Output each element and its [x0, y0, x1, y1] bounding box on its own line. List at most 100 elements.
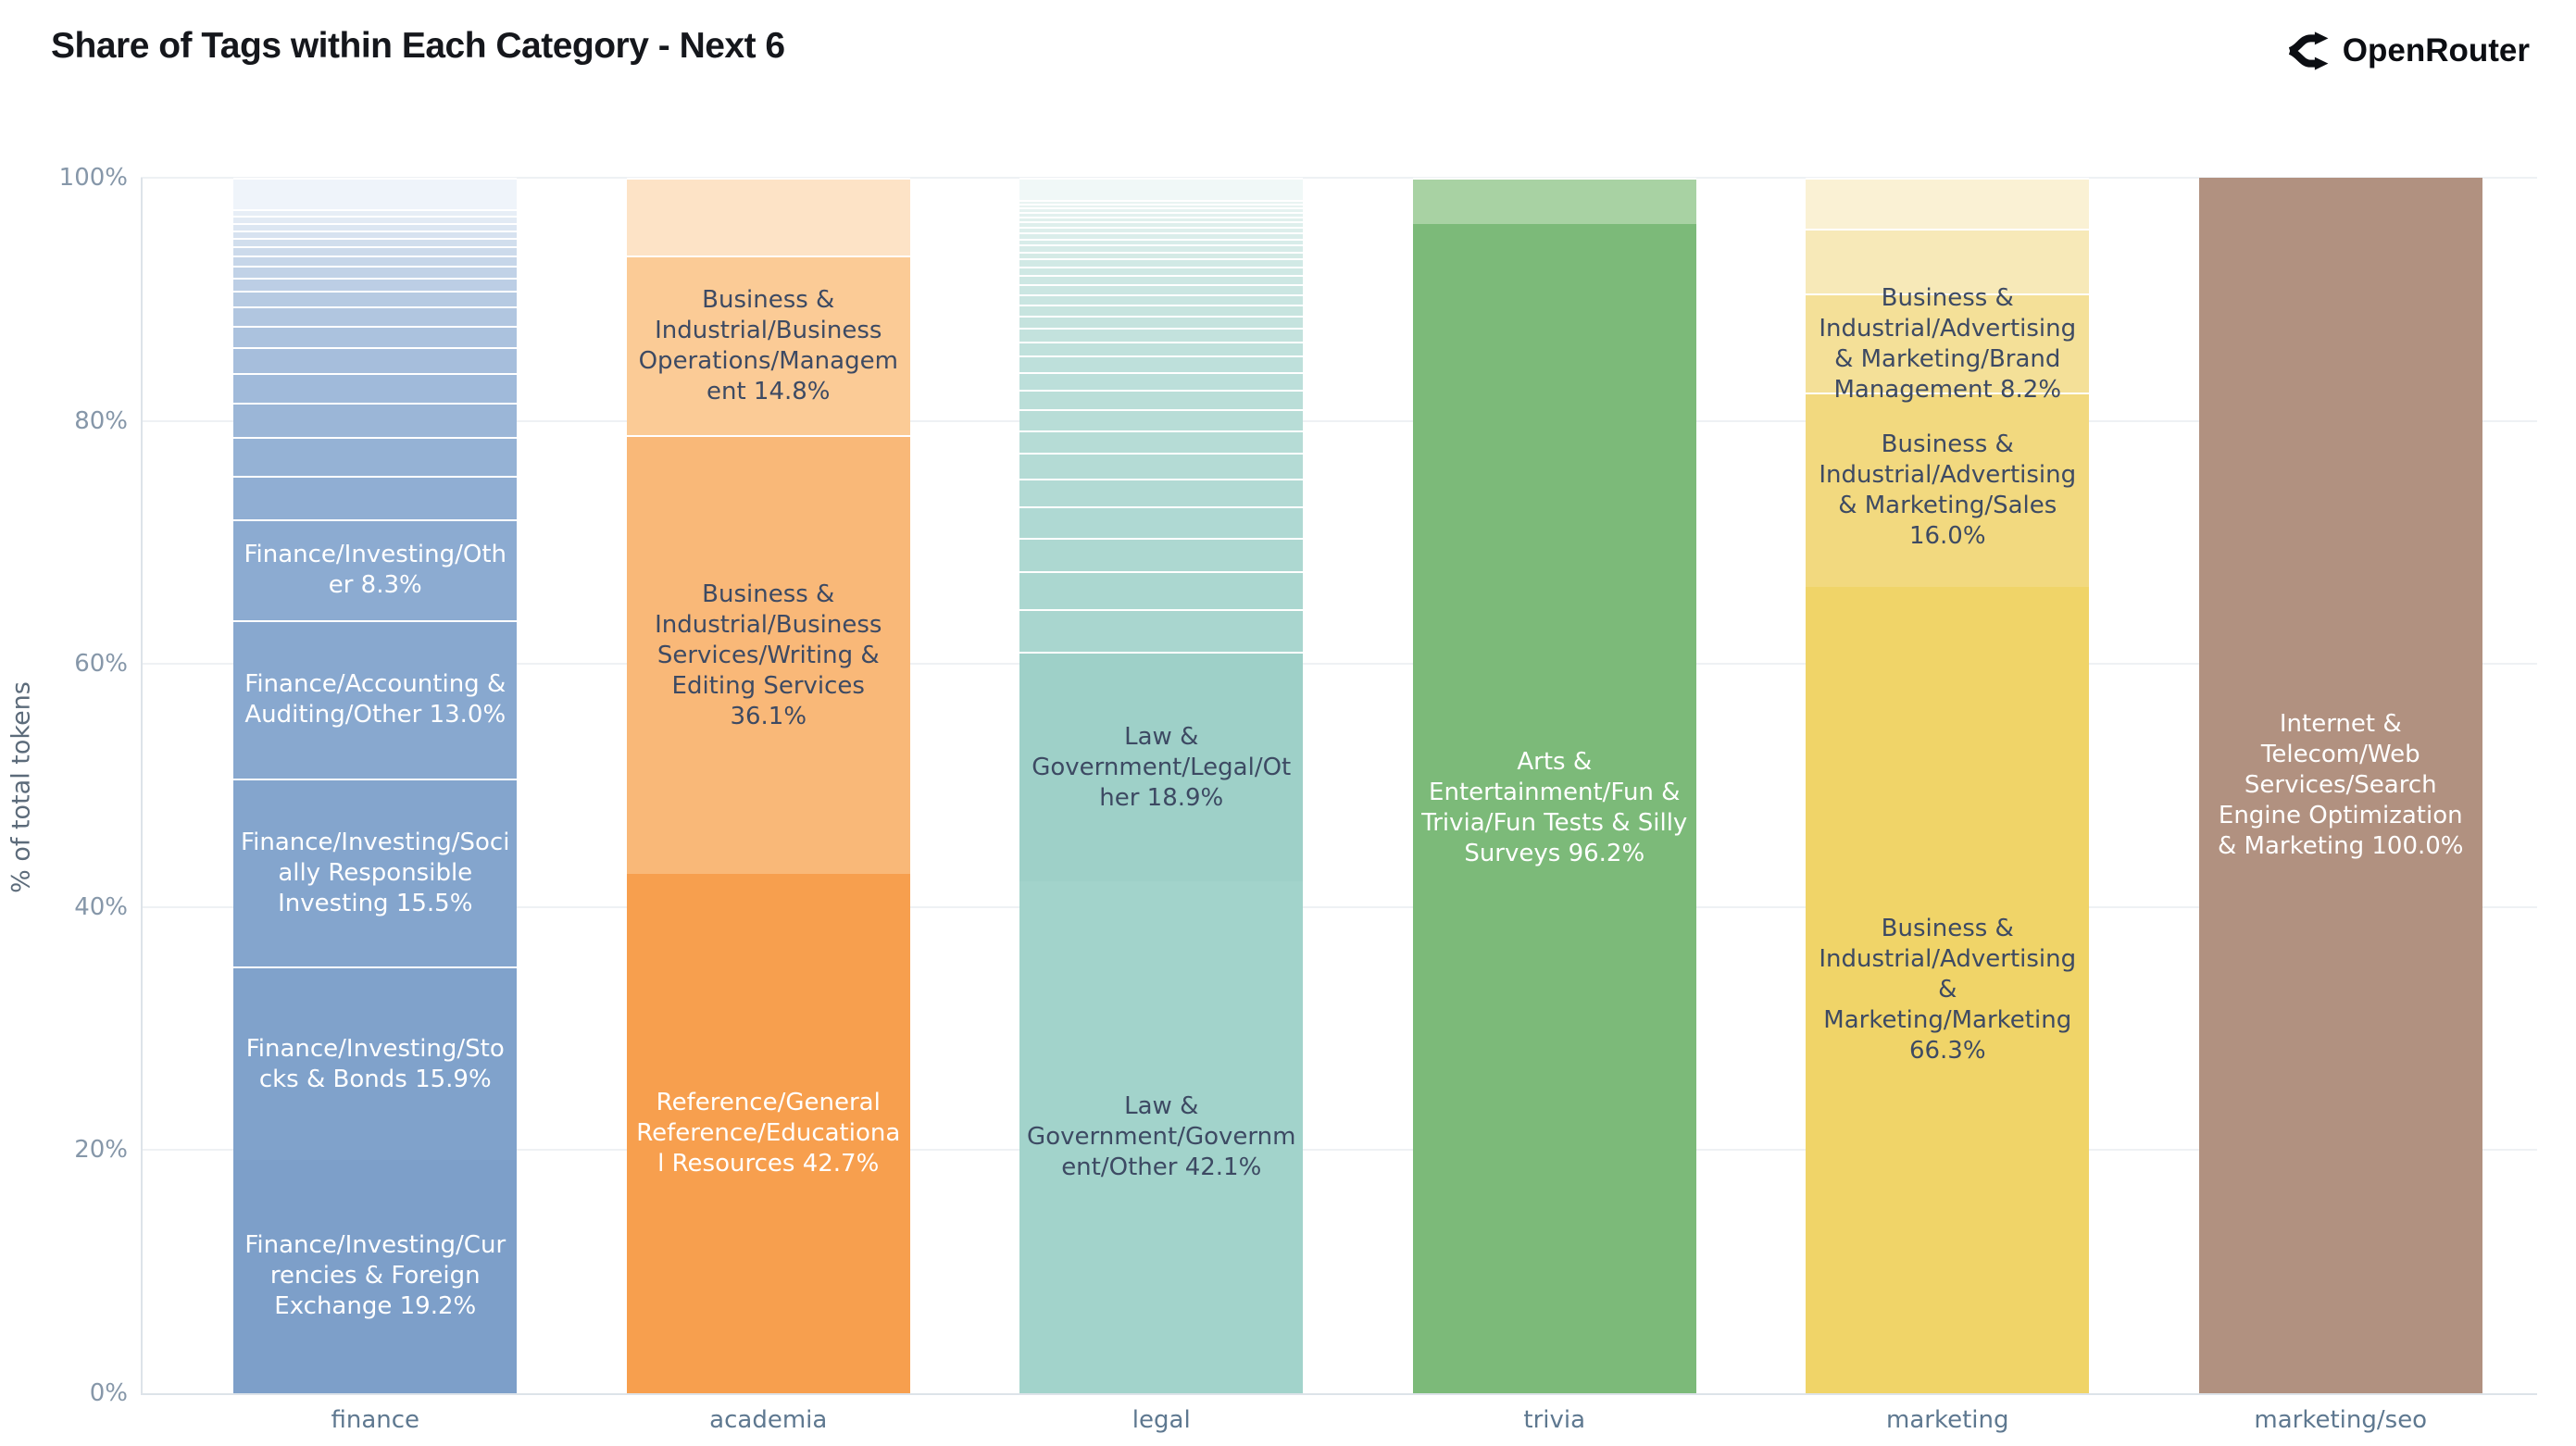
bar-segment[interactable]	[1019, 430, 1304, 454]
y-tick-label: 60%	[74, 650, 128, 679]
bar-segment[interactable]	[1019, 178, 1304, 200]
bar-segment[interactable]	[233, 222, 518, 231]
segment-label: Internet & Telecom/Web Services/Search E…	[2217, 710, 2464, 860]
bar-segment[interactable]	[1019, 293, 1304, 305]
bar-segment[interactable]	[1019, 221, 1304, 228]
bar-marketing/seo[interactable]: Internet & Telecom/Web Services/Search E…	[2198, 178, 2482, 1393]
bar-segment[interactable]	[233, 209, 518, 217]
bar-segment[interactable]	[1019, 232, 1304, 239]
bar-segment[interactable]: Finance/Investing/Socially Responsible I…	[233, 778, 518, 967]
bar-segment[interactable]: Business & Industrial/Advertising & Mark…	[1806, 393, 2090, 588]
bar-marketing[interactable]: Business & Industrial/Advertising & Mark…	[1806, 178, 2090, 1393]
bar-segment[interactable]	[1019, 211, 1304, 218]
bar-segment[interactable]	[233, 246, 518, 256]
gridline	[141, 419, 2537, 422]
bar-segment[interactable]	[233, 475, 518, 519]
gridline	[141, 905, 2537, 908]
bar-segment[interactable]	[233, 256, 518, 267]
segment-label: Arts & Entertainment/Fun & Trivia/Fun Te…	[1421, 748, 1688, 868]
bar-segment[interactable]	[233, 347, 518, 373]
bar-segment[interactable]	[1806, 229, 2090, 293]
bar-segment[interactable]	[1019, 316, 1304, 329]
x-tick-label-finance: finance	[331, 1406, 420, 1434]
bar-segment[interactable]: Finance/Investing/Stocks & Bonds 15.9%	[233, 966, 518, 1160]
gridline	[141, 663, 2537, 666]
bar-segment[interactable]: Finance/Accounting & Auditing/Other 13.0…	[233, 619, 518, 779]
bar-segment[interactable]	[233, 436, 518, 476]
x-tick-label-legal: legal	[1132, 1406, 1191, 1434]
brand-name: OpenRouter	[2342, 32, 2530, 69]
segment-label: Finance/Investing/Stocks & Bonds 15.9%	[245, 1034, 505, 1093]
bar-segment[interactable]	[233, 306, 518, 326]
bar-segment[interactable]	[1019, 267, 1304, 276]
x-axis-line	[141, 1393, 2537, 1395]
bar-segment[interactable]	[233, 238, 518, 247]
bar-segment[interactable]	[233, 216, 518, 223]
bar-segment[interactable]: Business & Industrial/Advertising & Mark…	[1806, 587, 2090, 1393]
bar-segment[interactable]	[626, 178, 910, 256]
segment-label: Law & Government/Legal/Other 18.9%	[1032, 722, 1292, 812]
bar-segment[interactable]	[1019, 238, 1304, 245]
bar-segment[interactable]	[1019, 389, 1304, 409]
bar-segment[interactable]	[233, 266, 518, 278]
y-tick-label: 20%	[74, 1136, 128, 1165]
bar-segment[interactable]: Internet & Telecom/Web Services/Search E…	[2198, 178, 2482, 1393]
bar-segment[interactable]: Reference/General Reference/Educational …	[626, 874, 910, 1393]
bar-segment[interactable]	[1019, 571, 1304, 610]
bar-segment[interactable]	[1019, 227, 1304, 233]
bar-segment[interactable]	[1019, 251, 1304, 259]
bar-segment[interactable]: Business & Industrial/Business Services/…	[626, 435, 910, 875]
bar-segment[interactable]	[1019, 341, 1304, 356]
bar-segment[interactable]	[1019, 355, 1304, 372]
gridline	[141, 1149, 2537, 1152]
bar-academia[interactable]: Reference/General Reference/Educational …	[626, 178, 910, 1393]
bar-segment[interactable]	[1019, 207, 1304, 212]
x-tick-label-trivia: trivia	[1523, 1406, 1586, 1434]
bar-segment[interactable]: Law & Government/Government/Other 42.1%	[1019, 881, 1304, 1393]
bar-segment[interactable]	[1019, 453, 1304, 480]
y-tick-label: 0%	[89, 1379, 128, 1407]
bar-finance[interactable]: Finance/Investing/Currencies & Foreign E…	[233, 178, 518, 1393]
bar-segment[interactable]	[1019, 537, 1304, 572]
x-tick-label-academia: academia	[709, 1406, 828, 1434]
bar-segment[interactable]	[233, 291, 518, 307]
segment-label: Finance/Investing/Other 8.3%	[244, 541, 507, 600]
bar-segment[interactable]: Business & Industrial/Business Operation…	[626, 256, 910, 436]
bar-segment[interactable]	[1019, 203, 1304, 208]
bar-segment[interactable]	[1019, 244, 1304, 252]
bar-segment[interactable]	[1019, 304, 1304, 317]
bar-segment[interactable]	[233, 402, 518, 437]
bar-segment[interactable]	[1019, 609, 1304, 653]
segment-label: Business & Industrial/Advertising & Mark…	[1819, 915, 2077, 1066]
y-tick-label: 40%	[74, 892, 128, 921]
bar-segment[interactable]	[1019, 217, 1304, 222]
segment-label: Business & Industrial/Business Services/…	[655, 580, 882, 730]
bar-segment[interactable]	[1019, 284, 1304, 294]
bar-segment[interactable]	[1019, 506, 1304, 538]
bar-segment[interactable]	[1806, 178, 2090, 230]
bar-segment[interactable]: Finance/Investing/Other 8.3%	[233, 518, 518, 620]
bar-segment[interactable]: Business & Industrial/Advertising & Mark…	[1806, 284, 2090, 404]
segment-label: Business & Industrial/Advertising & Mark…	[1819, 283, 2077, 404]
bar-segment[interactable]: Finance/Investing/Currencies & Foreign E…	[233, 1159, 518, 1393]
segment-label: Business & Industrial/Advertising & Mark…	[1819, 430, 2077, 551]
bar-legal[interactable]: Law & Government/Government/Other 42.1% L…	[1019, 178, 1304, 1393]
bar-segment[interactable]	[1019, 408, 1304, 430]
bar-segment[interactable]	[233, 325, 518, 348]
bar-segment[interactable]	[1019, 199, 1304, 204]
bar-segment[interactable]	[1412, 178, 1696, 224]
openrouter-icon	[2286, 31, 2329, 70]
bar-segment[interactable]	[233, 277, 518, 292]
bar-segment[interactable]	[1019, 258, 1304, 267]
bar-segment[interactable]	[1019, 275, 1304, 285]
bar-segment[interactable]: Arts & Entertainment/Fun & Trivia/Fun Te…	[1412, 223, 1696, 1393]
bar-segment[interactable]	[233, 372, 518, 403]
bar-segment[interactable]	[1019, 328, 1304, 342]
bar-segment[interactable]	[233, 230, 518, 239]
bar-segment[interactable]: Law & Government/Legal/Other 18.9%	[1019, 652, 1304, 882]
bar-trivia[interactable]: Arts & Entertainment/Fun & Trivia/Fun Te…	[1412, 178, 1696, 1393]
brand-logo[interactable]: OpenRouter	[2286, 31, 2530, 70]
bar-segment[interactable]	[233, 178, 518, 210]
bar-segment[interactable]	[1019, 371, 1304, 390]
bar-segment[interactable]	[1019, 479, 1304, 507]
